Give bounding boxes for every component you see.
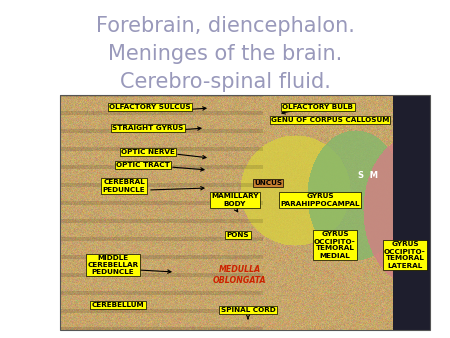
- Text: GENU OF CORPUS CALLOSUM: GENU OF CORPUS CALLOSUM: [271, 117, 389, 123]
- Text: SPINAL CORD: SPINAL CORD: [220, 307, 275, 313]
- Text: STRAIGHT GYRUS: STRAIGHT GYRUS: [112, 125, 184, 131]
- Text: MEDULLA
OBLONGATA: MEDULLA OBLONGATA: [213, 265, 267, 285]
- Text: GYRUS
OCCIPITO-
TEMORAL
MEDIAL: GYRUS OCCIPITO- TEMORAL MEDIAL: [314, 232, 356, 259]
- Text: UNCUS: UNCUS: [254, 180, 282, 186]
- Text: OPTIC NERVE: OPTIC NERVE: [121, 149, 175, 155]
- Text: OPTIC TRACT: OPTIC TRACT: [116, 162, 170, 168]
- Text: CEREBRAL
PEDUNCLE: CEREBRAL PEDUNCLE: [103, 179, 145, 193]
- Text: Meninges of the brain.: Meninges of the brain.: [108, 44, 342, 64]
- Text: GYRUS
PARAHIPPOCAMPAL: GYRUS PARAHIPPOCAMPAL: [280, 193, 360, 207]
- Text: MAMILLARY
BODY: MAMILLARY BODY: [211, 193, 259, 207]
- Text: Cerebro-spinal fluid.: Cerebro-spinal fluid.: [120, 72, 330, 92]
- Text: PONS: PONS: [227, 232, 249, 238]
- Text: CEREBELLUM: CEREBELLUM: [92, 302, 144, 308]
- Text: OLFACTORY SULCUS: OLFACTORY SULCUS: [109, 104, 191, 110]
- Text: GYRUS
OCCIPITO-
TEMORAL
LATERAL: GYRUS OCCIPITO- TEMORAL LATERAL: [384, 241, 426, 268]
- Text: OLFACTORY BULB: OLFACTORY BULB: [283, 104, 354, 110]
- Text: Forebrain, diencephalon.: Forebrain, diencephalon.: [95, 16, 355, 36]
- Text: S  M: S M: [358, 170, 378, 179]
- Text: MIDDLE
CEREBELLAR
PEDUNCLE: MIDDLE CEREBELLAR PEDUNCLE: [87, 255, 139, 275]
- Bar: [60, 95, 430, 330]
